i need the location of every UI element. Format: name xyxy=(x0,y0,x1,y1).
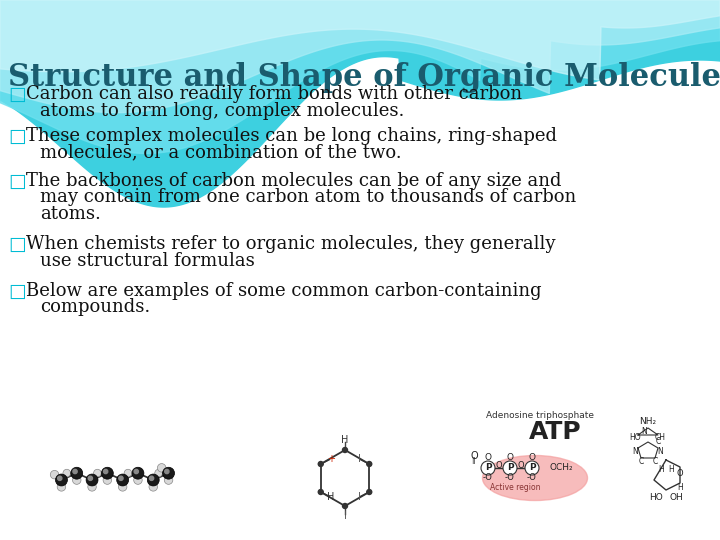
Circle shape xyxy=(366,489,372,495)
Text: -O: -O xyxy=(483,474,493,483)
Text: O: O xyxy=(677,469,683,477)
Circle shape xyxy=(73,476,81,484)
Circle shape xyxy=(58,476,62,481)
Text: H: H xyxy=(327,492,334,502)
Text: -O: -O xyxy=(505,474,515,483)
Text: O: O xyxy=(470,451,478,461)
Circle shape xyxy=(118,483,127,491)
Circle shape xyxy=(343,448,348,453)
Circle shape xyxy=(165,469,169,474)
Ellipse shape xyxy=(482,456,588,501)
Circle shape xyxy=(318,489,323,495)
Circle shape xyxy=(366,462,372,467)
Text: When chemists refer to organic molecules, they generally: When chemists refer to organic molecules… xyxy=(26,235,556,253)
Text: H: H xyxy=(677,483,683,491)
Text: molecules, or a combination of the two.: molecules, or a combination of the two. xyxy=(40,144,402,161)
Circle shape xyxy=(71,467,83,479)
Circle shape xyxy=(132,467,144,479)
Circle shape xyxy=(102,467,113,479)
Text: C: C xyxy=(639,456,644,465)
Circle shape xyxy=(163,467,174,479)
Text: □: □ xyxy=(8,172,26,191)
Text: □: □ xyxy=(8,235,26,254)
Text: P: P xyxy=(507,463,513,472)
Circle shape xyxy=(50,470,59,479)
Text: OH: OH xyxy=(669,492,683,502)
Circle shape xyxy=(57,483,66,491)
Text: O: O xyxy=(506,454,513,462)
Text: The backbones of carbon molecules can be of any size and: The backbones of carbon molecules can be… xyxy=(26,172,562,190)
Text: I: I xyxy=(358,454,361,464)
Circle shape xyxy=(164,476,173,484)
Circle shape xyxy=(158,464,166,472)
Text: CH: CH xyxy=(654,434,665,442)
Text: Carbon can also readily form bonds with other carbon: Carbon can also readily form bonds with … xyxy=(26,85,522,103)
Circle shape xyxy=(94,469,102,477)
Circle shape xyxy=(134,469,138,474)
Circle shape xyxy=(117,474,129,486)
Text: I: I xyxy=(358,492,361,502)
Circle shape xyxy=(63,469,71,477)
Text: H: H xyxy=(341,435,348,445)
Circle shape xyxy=(150,476,153,481)
Text: H: H xyxy=(658,465,664,475)
Circle shape xyxy=(343,503,348,509)
Circle shape xyxy=(134,476,142,484)
Text: N: N xyxy=(657,448,663,456)
Text: compounds.: compounds. xyxy=(40,299,150,316)
Text: use structural formulas: use structural formulas xyxy=(40,252,255,269)
Circle shape xyxy=(88,483,96,491)
Text: ATP: ATP xyxy=(528,420,581,444)
Circle shape xyxy=(73,469,77,474)
Text: may contain from one carbon atom to thousands of carbon: may contain from one carbon atom to thou… xyxy=(40,188,576,206)
Text: These complex molecules can be long chains, ring-shaped: These complex molecules can be long chai… xyxy=(26,127,557,145)
Text: OCH₂: OCH₂ xyxy=(550,463,574,472)
Text: I: I xyxy=(343,511,346,521)
Text: □: □ xyxy=(8,85,26,104)
Text: □: □ xyxy=(8,282,26,301)
Text: atoms.: atoms. xyxy=(40,205,101,223)
Text: Structure and Shape of Organic Molecules: Structure and Shape of Organic Molecules xyxy=(8,62,720,93)
Text: HO: HO xyxy=(629,434,641,442)
Text: P: P xyxy=(485,463,491,472)
Text: C: C xyxy=(655,437,661,447)
Circle shape xyxy=(55,474,68,486)
Text: N: N xyxy=(641,428,647,436)
Text: -O: -O xyxy=(527,474,537,483)
Text: O: O xyxy=(528,454,536,462)
Text: P: P xyxy=(528,463,535,472)
Circle shape xyxy=(103,476,112,484)
Circle shape xyxy=(503,461,517,475)
Text: +: + xyxy=(327,454,335,464)
Text: □: □ xyxy=(8,127,26,146)
Text: Active region: Active region xyxy=(490,483,540,492)
Circle shape xyxy=(155,469,163,477)
Circle shape xyxy=(318,462,323,467)
Circle shape xyxy=(124,469,132,477)
Text: O: O xyxy=(495,461,503,469)
Circle shape xyxy=(149,483,158,491)
Circle shape xyxy=(104,469,108,474)
Text: C: C xyxy=(652,456,657,465)
Text: Adenosine triphosphate: Adenosine triphosphate xyxy=(486,410,594,420)
Text: Below are examples of some common carbon-containing: Below are examples of some common carbon… xyxy=(26,282,541,300)
Circle shape xyxy=(119,476,123,481)
Circle shape xyxy=(89,476,92,481)
Circle shape xyxy=(148,474,159,486)
Text: H: H xyxy=(668,465,674,475)
Circle shape xyxy=(481,461,495,475)
Circle shape xyxy=(86,474,98,486)
Circle shape xyxy=(525,461,539,475)
Text: O: O xyxy=(485,454,492,462)
Text: N: N xyxy=(632,448,638,456)
Text: ||: || xyxy=(472,457,477,464)
Text: O: O xyxy=(518,461,524,469)
Text: NH₂: NH₂ xyxy=(639,417,657,427)
Text: HO: HO xyxy=(649,492,663,502)
Text: atoms to form long, complex molecules.: atoms to form long, complex molecules. xyxy=(40,102,405,119)
